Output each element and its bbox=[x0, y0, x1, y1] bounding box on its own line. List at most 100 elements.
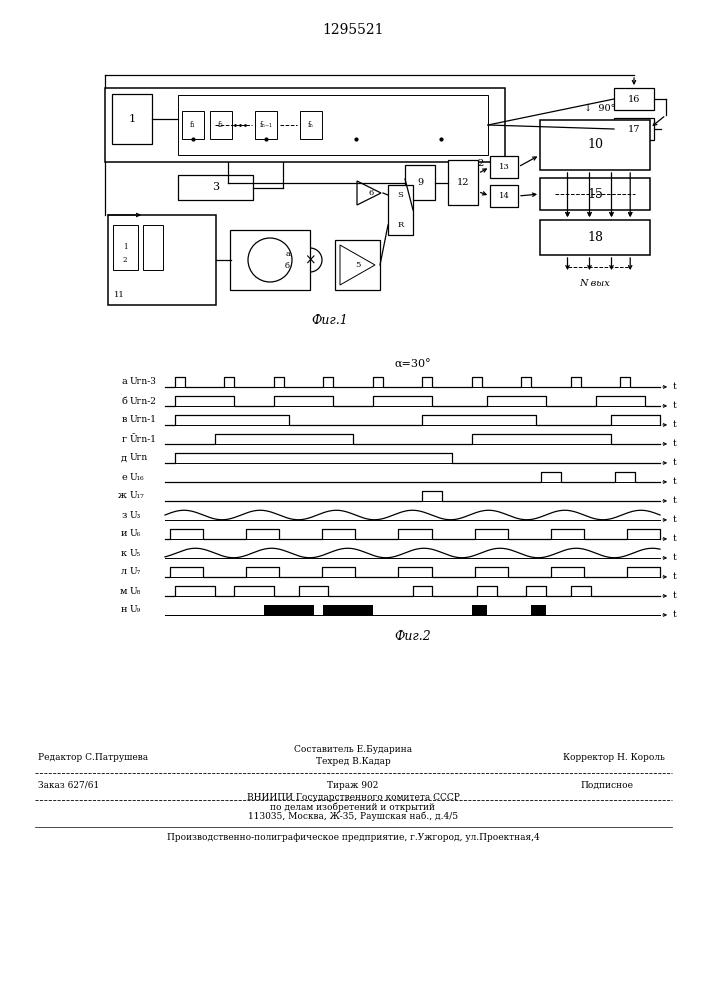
Text: t: t bbox=[673, 477, 677, 486]
Text: г: г bbox=[122, 434, 127, 444]
Text: 113035, Москва, Ж-35, Раушская наб., д.4/5: 113035, Москва, Ж-35, Раушская наб., д.4… bbox=[248, 811, 458, 821]
Text: ↓  90°: ↓ 90° bbox=[584, 104, 616, 112]
Text: S: S bbox=[397, 191, 404, 199]
Text: U₁₆: U₁₆ bbox=[130, 473, 145, 482]
Text: б: б bbox=[285, 262, 290, 270]
Text: t: t bbox=[673, 534, 677, 543]
Text: U₉: U₉ bbox=[130, 605, 141, 614]
Text: t: t bbox=[673, 610, 677, 619]
Text: α=30°: α=30° bbox=[395, 360, 431, 370]
Bar bbox=[448, 160, 478, 205]
Text: 2: 2 bbox=[477, 158, 483, 167]
Text: t: t bbox=[673, 458, 677, 467]
Text: ×: × bbox=[304, 253, 316, 267]
Text: Подписное: Подписное bbox=[580, 780, 633, 790]
Text: л: л bbox=[121, 568, 127, 576]
Text: 3: 3 bbox=[212, 182, 219, 192]
Bar bbox=[264, 605, 313, 615]
Text: U₇: U₇ bbox=[130, 568, 141, 576]
Text: t: t bbox=[673, 572, 677, 581]
Text: U₈: U₈ bbox=[130, 586, 141, 595]
Text: по делам изобретений и открытий: по делам изобретений и открытий bbox=[271, 802, 436, 812]
Text: U₁₇: U₁₇ bbox=[130, 491, 145, 500]
Text: и: и bbox=[120, 530, 127, 538]
Bar bbox=[531, 605, 546, 615]
Text: 17: 17 bbox=[628, 124, 641, 133]
Text: t: t bbox=[673, 382, 677, 391]
Text: Uгn-1: Uгn-1 bbox=[130, 416, 157, 424]
Text: 10: 10 bbox=[587, 138, 603, 151]
Text: е: е bbox=[121, 473, 127, 482]
Text: 12: 12 bbox=[457, 178, 469, 187]
Bar bbox=[614, 88, 654, 110]
Text: fₙ₋₁: fₙ₋₁ bbox=[259, 121, 272, 129]
Bar bbox=[540, 120, 650, 170]
Text: к: к bbox=[121, 548, 127, 558]
Text: 6: 6 bbox=[368, 189, 373, 197]
Text: 1: 1 bbox=[123, 243, 127, 251]
Text: 2: 2 bbox=[123, 256, 127, 264]
Bar bbox=[323, 605, 373, 615]
Text: Фиг.1: Фиг.1 bbox=[312, 314, 349, 326]
Text: t: t bbox=[673, 515, 677, 524]
Text: R: R bbox=[397, 221, 404, 229]
Bar bbox=[112, 94, 152, 144]
Bar bbox=[490, 185, 518, 207]
Text: Составитель Е.Бударина: Составитель Е.Бударина bbox=[294, 746, 412, 754]
Bar bbox=[182, 111, 204, 139]
Text: Uгn-2: Uгn-2 bbox=[130, 396, 157, 406]
Text: fₙ: fₙ bbox=[308, 121, 314, 129]
Bar bbox=[143, 225, 163, 270]
Bar bbox=[405, 165, 435, 200]
Text: t: t bbox=[673, 553, 677, 562]
Bar bbox=[108, 215, 216, 305]
Text: 15: 15 bbox=[587, 188, 603, 200]
Polygon shape bbox=[357, 181, 381, 205]
Text: U₃: U₃ bbox=[130, 510, 141, 520]
Text: 1: 1 bbox=[129, 114, 136, 124]
Text: t: t bbox=[673, 439, 677, 448]
Text: Фиг.2: Фиг.2 bbox=[394, 631, 431, 644]
Text: б: б bbox=[121, 396, 127, 406]
Text: U₆: U₆ bbox=[130, 530, 141, 538]
Text: N вых: N вых bbox=[580, 278, 610, 288]
Text: 14: 14 bbox=[498, 192, 510, 200]
Text: в: в bbox=[122, 416, 127, 424]
Text: 1295521: 1295521 bbox=[322, 23, 384, 37]
Text: Редактор С.Патрушева: Редактор С.Патрушева bbox=[38, 752, 148, 762]
Text: f₂: f₂ bbox=[218, 121, 224, 129]
Text: 18: 18 bbox=[587, 231, 603, 244]
Text: t: t bbox=[673, 591, 677, 600]
Text: 13: 13 bbox=[498, 163, 509, 171]
Text: з: з bbox=[122, 510, 127, 520]
Text: Uгn: Uгn bbox=[130, 454, 148, 462]
Text: д: д bbox=[121, 454, 127, 462]
Text: а: а bbox=[121, 377, 127, 386]
Text: U₅: U₅ bbox=[130, 548, 141, 558]
Text: ВНИИПИ Государственного комитета СССР: ВНИИПИ Государственного комитета СССР bbox=[247, 794, 460, 802]
Text: 16: 16 bbox=[628, 95, 640, 104]
Text: t: t bbox=[673, 401, 677, 410]
Text: Заказ 627/61: Заказ 627/61 bbox=[38, 780, 99, 790]
Text: а: а bbox=[285, 250, 290, 258]
Text: Производственно-полиграфическое предприятие, г.Ужгород, ул.Проектная,4: Производственно-полиграфическое предприя… bbox=[167, 832, 539, 842]
Text: Корректор Н. Король: Корректор Н. Король bbox=[563, 752, 665, 762]
Bar bbox=[255, 111, 277, 139]
Text: Ūгn-1: Ūгn-1 bbox=[130, 434, 157, 444]
Bar bbox=[614, 118, 654, 140]
Text: Uгn-3: Uгn-3 bbox=[130, 377, 157, 386]
Bar bbox=[388, 185, 413, 235]
Text: f₁: f₁ bbox=[190, 121, 196, 129]
Bar bbox=[300, 111, 322, 139]
Text: Тираж 902: Тираж 902 bbox=[327, 780, 379, 790]
Bar bbox=[540, 178, 650, 210]
Text: t: t bbox=[673, 496, 677, 505]
Bar bbox=[490, 156, 518, 178]
Text: Техред В.Кадар: Техред В.Кадар bbox=[315, 758, 390, 766]
Text: м: м bbox=[119, 586, 127, 595]
Text: н: н bbox=[120, 605, 127, 614]
Text: 5: 5 bbox=[355, 261, 360, 269]
Bar bbox=[210, 111, 232, 139]
Text: 9: 9 bbox=[417, 178, 423, 187]
Bar bbox=[540, 220, 650, 255]
